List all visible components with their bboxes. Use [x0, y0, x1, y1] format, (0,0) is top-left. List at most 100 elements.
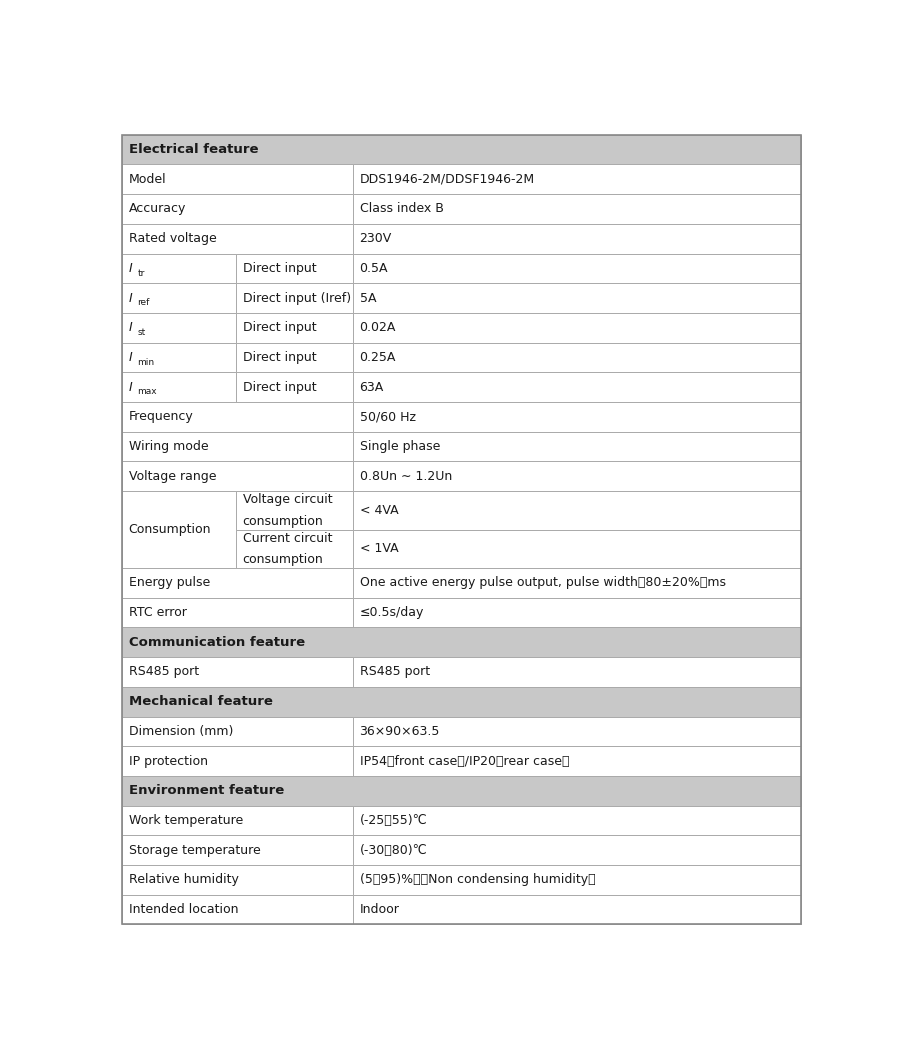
Text: tr: tr [138, 269, 145, 277]
Text: Direct input (Iref): Direct input (Iref) [243, 292, 351, 305]
Text: Class index B: Class index B [359, 202, 444, 216]
Text: Current circuit: Current circuit [243, 532, 332, 544]
Bar [353, 194, 801, 224]
Bar [353, 865, 801, 895]
Text: 0.02A: 0.02A [359, 321, 396, 334]
Bar [353, 717, 801, 746]
Text: Communication feature: Communication feature [129, 636, 305, 649]
Bar [353, 461, 801, 491]
Bar [122, 491, 236, 568]
Bar [353, 402, 801, 432]
Text: (-25～55)℃: (-25～55)℃ [359, 814, 428, 827]
Text: I: I [129, 321, 132, 334]
Text: Rated voltage: Rated voltage [129, 233, 216, 245]
Bar [122, 194, 353, 224]
Bar [353, 746, 801, 776]
Bar [353, 165, 801, 194]
Text: 230V: 230V [359, 233, 392, 245]
Text: Wiring mode: Wiring mode [129, 440, 208, 453]
Bar [122, 895, 353, 924]
Bar [122, 805, 353, 835]
Text: ref: ref [138, 298, 150, 308]
Text: Direct input: Direct input [243, 321, 316, 334]
Bar [353, 432, 801, 461]
Bar [122, 313, 236, 342]
Text: RS485 port: RS485 port [359, 665, 429, 679]
Text: I: I [129, 381, 132, 393]
Bar [122, 865, 353, 895]
Bar [122, 372, 236, 402]
Bar [122, 835, 353, 865]
Bar [236, 491, 353, 530]
Text: I: I [129, 292, 132, 305]
Text: 0.25A: 0.25A [359, 350, 396, 364]
Bar [353, 491, 801, 530]
Bar [236, 342, 353, 372]
Text: Energy pulse: Energy pulse [129, 577, 210, 589]
Bar [122, 253, 236, 284]
Bar [122, 746, 353, 776]
Text: Indoor: Indoor [359, 903, 400, 916]
Text: Single phase: Single phase [359, 440, 440, 453]
Text: 36×90×63.5: 36×90×63.5 [359, 725, 440, 737]
Text: (5～95)%　（Non condensing humidity）: (5～95)% （Non condensing humidity） [359, 873, 595, 887]
Text: Voltage circuit: Voltage circuit [243, 493, 332, 506]
Text: RTC error: RTC error [129, 606, 186, 620]
Bar [122, 284, 236, 313]
Bar [353, 598, 801, 628]
Text: IP protection: IP protection [129, 754, 208, 768]
Text: (-30～80)℃: (-30～80)℃ [359, 844, 428, 856]
Bar [122, 432, 353, 461]
Text: < 4VA: < 4VA [359, 504, 398, 516]
Bar [353, 342, 801, 372]
Bar [122, 657, 353, 687]
Text: DDS1946-2M/DDSF1946-2M: DDS1946-2M/DDSF1946-2M [359, 173, 535, 186]
Text: st: st [138, 329, 146, 337]
Text: Voltage range: Voltage range [129, 469, 216, 483]
Bar [122, 461, 353, 491]
Text: Dimension (mm): Dimension (mm) [129, 725, 233, 737]
Text: 0.5A: 0.5A [359, 262, 388, 275]
Text: Model: Model [129, 173, 166, 186]
Bar [236, 284, 353, 313]
Bar [236, 530, 353, 568]
Text: Direct input: Direct input [243, 381, 316, 393]
Bar [236, 253, 353, 284]
Text: RS485 port: RS485 port [129, 665, 199, 679]
Text: Storage temperature: Storage temperature [129, 844, 260, 856]
Bar [122, 628, 801, 657]
Bar [122, 717, 353, 746]
Text: I: I [129, 350, 132, 364]
Bar [353, 835, 801, 865]
Text: ≤0.5s/day: ≤0.5s/day [359, 606, 424, 620]
Text: Electrical feature: Electrical feature [129, 143, 258, 156]
Bar [122, 776, 801, 805]
Text: max: max [138, 387, 157, 396]
Text: min: min [138, 358, 155, 367]
Bar [353, 530, 801, 568]
Text: Mechanical feature: Mechanical feature [129, 696, 273, 708]
Text: Direct input: Direct input [243, 262, 316, 275]
Text: Relative humidity: Relative humidity [129, 873, 238, 887]
Text: consumption: consumption [243, 514, 323, 528]
Bar [122, 568, 353, 598]
Bar [122, 342, 236, 372]
Text: Work temperature: Work temperature [129, 814, 243, 827]
Text: Frequency: Frequency [129, 410, 194, 423]
Bar [353, 895, 801, 924]
Bar [122, 135, 801, 165]
Bar [353, 805, 801, 835]
Bar [353, 568, 801, 598]
Bar [122, 224, 353, 253]
Bar [236, 313, 353, 342]
Bar [122, 402, 353, 432]
Text: Direct input: Direct input [243, 350, 316, 364]
Text: 0.8Un ∼ 1.2Un: 0.8Un ∼ 1.2Un [359, 469, 452, 483]
Text: Accuracy: Accuracy [129, 202, 186, 216]
Text: I: I [129, 262, 132, 275]
Bar [236, 372, 353, 402]
Text: Environment feature: Environment feature [129, 784, 284, 797]
Text: 5A: 5A [359, 292, 376, 305]
Bar [353, 253, 801, 284]
Text: consumption: consumption [243, 553, 323, 566]
